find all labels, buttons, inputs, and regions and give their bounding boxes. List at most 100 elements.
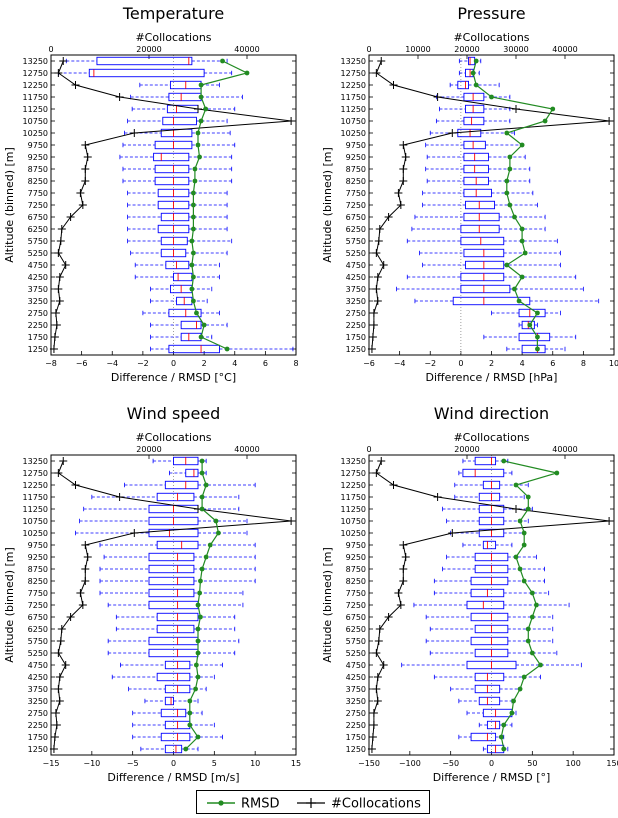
collocations-line <box>371 460 610 750</box>
box-11750 <box>435 92 511 102</box>
rmsd-marker <box>189 286 195 292</box>
chart-title: Wind direction <box>434 404 549 423</box>
rmsd-marker <box>195 650 201 656</box>
collocations-marker <box>384 213 393 221</box>
box-10250 <box>75 528 248 538</box>
box-10750 <box>435 116 511 126</box>
x-tick-label: −2 <box>137 359 149 368</box>
rmsd-marker <box>198 578 203 584</box>
box-rect <box>470 576 509 586</box>
box-2250 <box>150 320 228 330</box>
box-12750 <box>169 468 207 478</box>
box-4250 <box>406 272 577 282</box>
x-tick-label: −6 <box>76 359 88 368</box>
collocations-marker <box>401 153 410 161</box>
y-tick-label: 10750 <box>341 517 366 526</box>
box-11250 <box>439 104 511 114</box>
top-tick-label: 0 <box>48 45 53 54</box>
box-10750 <box>127 116 228 126</box>
collocations-marker <box>373 273 382 281</box>
box-rect <box>165 260 190 270</box>
y-tick-label: 10250 <box>341 529 366 538</box>
box-11750 <box>130 92 243 102</box>
plot-frame <box>368 454 615 756</box>
rmsd-marker <box>534 602 539 608</box>
collocations-marker <box>54 685 63 693</box>
box-3250 <box>458 696 513 706</box>
rmsd-marker <box>244 70 250 76</box>
rmsd-marker <box>195 602 201 608</box>
box-rect <box>463 140 486 150</box>
x-tick-label: 0 <box>489 759 494 768</box>
box-rect <box>148 564 195 574</box>
y-tick-label: 11250 <box>341 105 366 114</box>
rmsd-marker <box>507 154 513 160</box>
rmsd-marker <box>498 734 504 740</box>
box-4250 <box>134 272 220 282</box>
rmsd-marker <box>538 662 543 668</box>
y-tick-label: 10750 <box>341 117 366 126</box>
collocations-marker <box>368 733 377 741</box>
box-rect <box>463 188 492 198</box>
x-tick-label: 2 <box>202 359 207 368</box>
box-1250 <box>140 744 199 754</box>
box-7750 <box>433 588 550 598</box>
box-6750 <box>414 212 546 222</box>
y-tick-label: 3250 <box>346 697 366 706</box>
box-9750 <box>462 540 513 550</box>
box-3250 <box>150 296 208 306</box>
legend-rmsd-label: RMSD <box>241 797 280 812</box>
collocations-marker <box>369 721 378 729</box>
rmsd-marker <box>187 698 193 704</box>
plot-frame <box>50 454 297 756</box>
y-tick-label: 13250 <box>341 57 366 66</box>
rmsd-marker <box>554 470 560 476</box>
box-6750 <box>127 212 228 222</box>
collocations-marker <box>433 93 442 101</box>
collocations-marker <box>66 613 75 621</box>
rmsd-marker <box>522 250 528 256</box>
box-rect <box>460 236 505 246</box>
collocations-marker <box>76 589 85 597</box>
box-6250 <box>429 624 554 634</box>
y-tick-label: 6750 <box>346 613 366 622</box>
x-tick-label: 6 <box>550 359 555 368</box>
x-tick-label: −10 <box>83 759 100 768</box>
box-5750 <box>406 236 558 246</box>
top-tick-label: 20000 <box>454 45 479 54</box>
collocations-marker <box>372 249 381 257</box>
rmsd-marker <box>203 106 209 112</box>
box-rect <box>468 56 476 66</box>
panel-4: Wind direction #Collocations Difference / … <box>321 404 618 784</box>
collocations-marker <box>399 165 408 173</box>
box-8250 <box>426 176 531 186</box>
y-tick-label: 4750 <box>28 261 48 270</box>
rmsd-marker <box>198 94 204 100</box>
box-7250 <box>127 200 228 210</box>
box-2250 <box>478 720 513 730</box>
collocations-marker <box>389 481 398 489</box>
rmsd-marker <box>519 274 525 280</box>
y-tick-label: 5250 <box>28 649 48 658</box>
collocations-marker <box>384 613 393 621</box>
collocations-line <box>371 60 610 350</box>
y-tick-label: 12750 <box>341 69 366 78</box>
collocations-marker <box>379 661 388 669</box>
box-4750 <box>134 260 220 270</box>
y-tick-label: 2250 <box>346 721 366 730</box>
x-axis-label: Difference / RMSD [hPa] <box>426 371 558 384</box>
box-5250 <box>429 648 558 658</box>
box-rect <box>518 332 551 342</box>
box-9750 <box>122 140 236 150</box>
y-tick-label: 8750 <box>346 565 366 574</box>
rmsd-marker <box>473 58 479 64</box>
box-12750 <box>458 468 513 478</box>
y-tick-label: 13250 <box>23 457 48 466</box>
x-tick-label: 2 <box>489 359 494 368</box>
y-tick-label: 12750 <box>341 469 366 478</box>
box-4250 <box>111 672 215 682</box>
rmsd-marker <box>521 542 527 548</box>
collocations-marker <box>389 81 398 89</box>
y-tick-label: 1250 <box>346 345 366 354</box>
y-tick-label: 13250 <box>341 457 366 466</box>
